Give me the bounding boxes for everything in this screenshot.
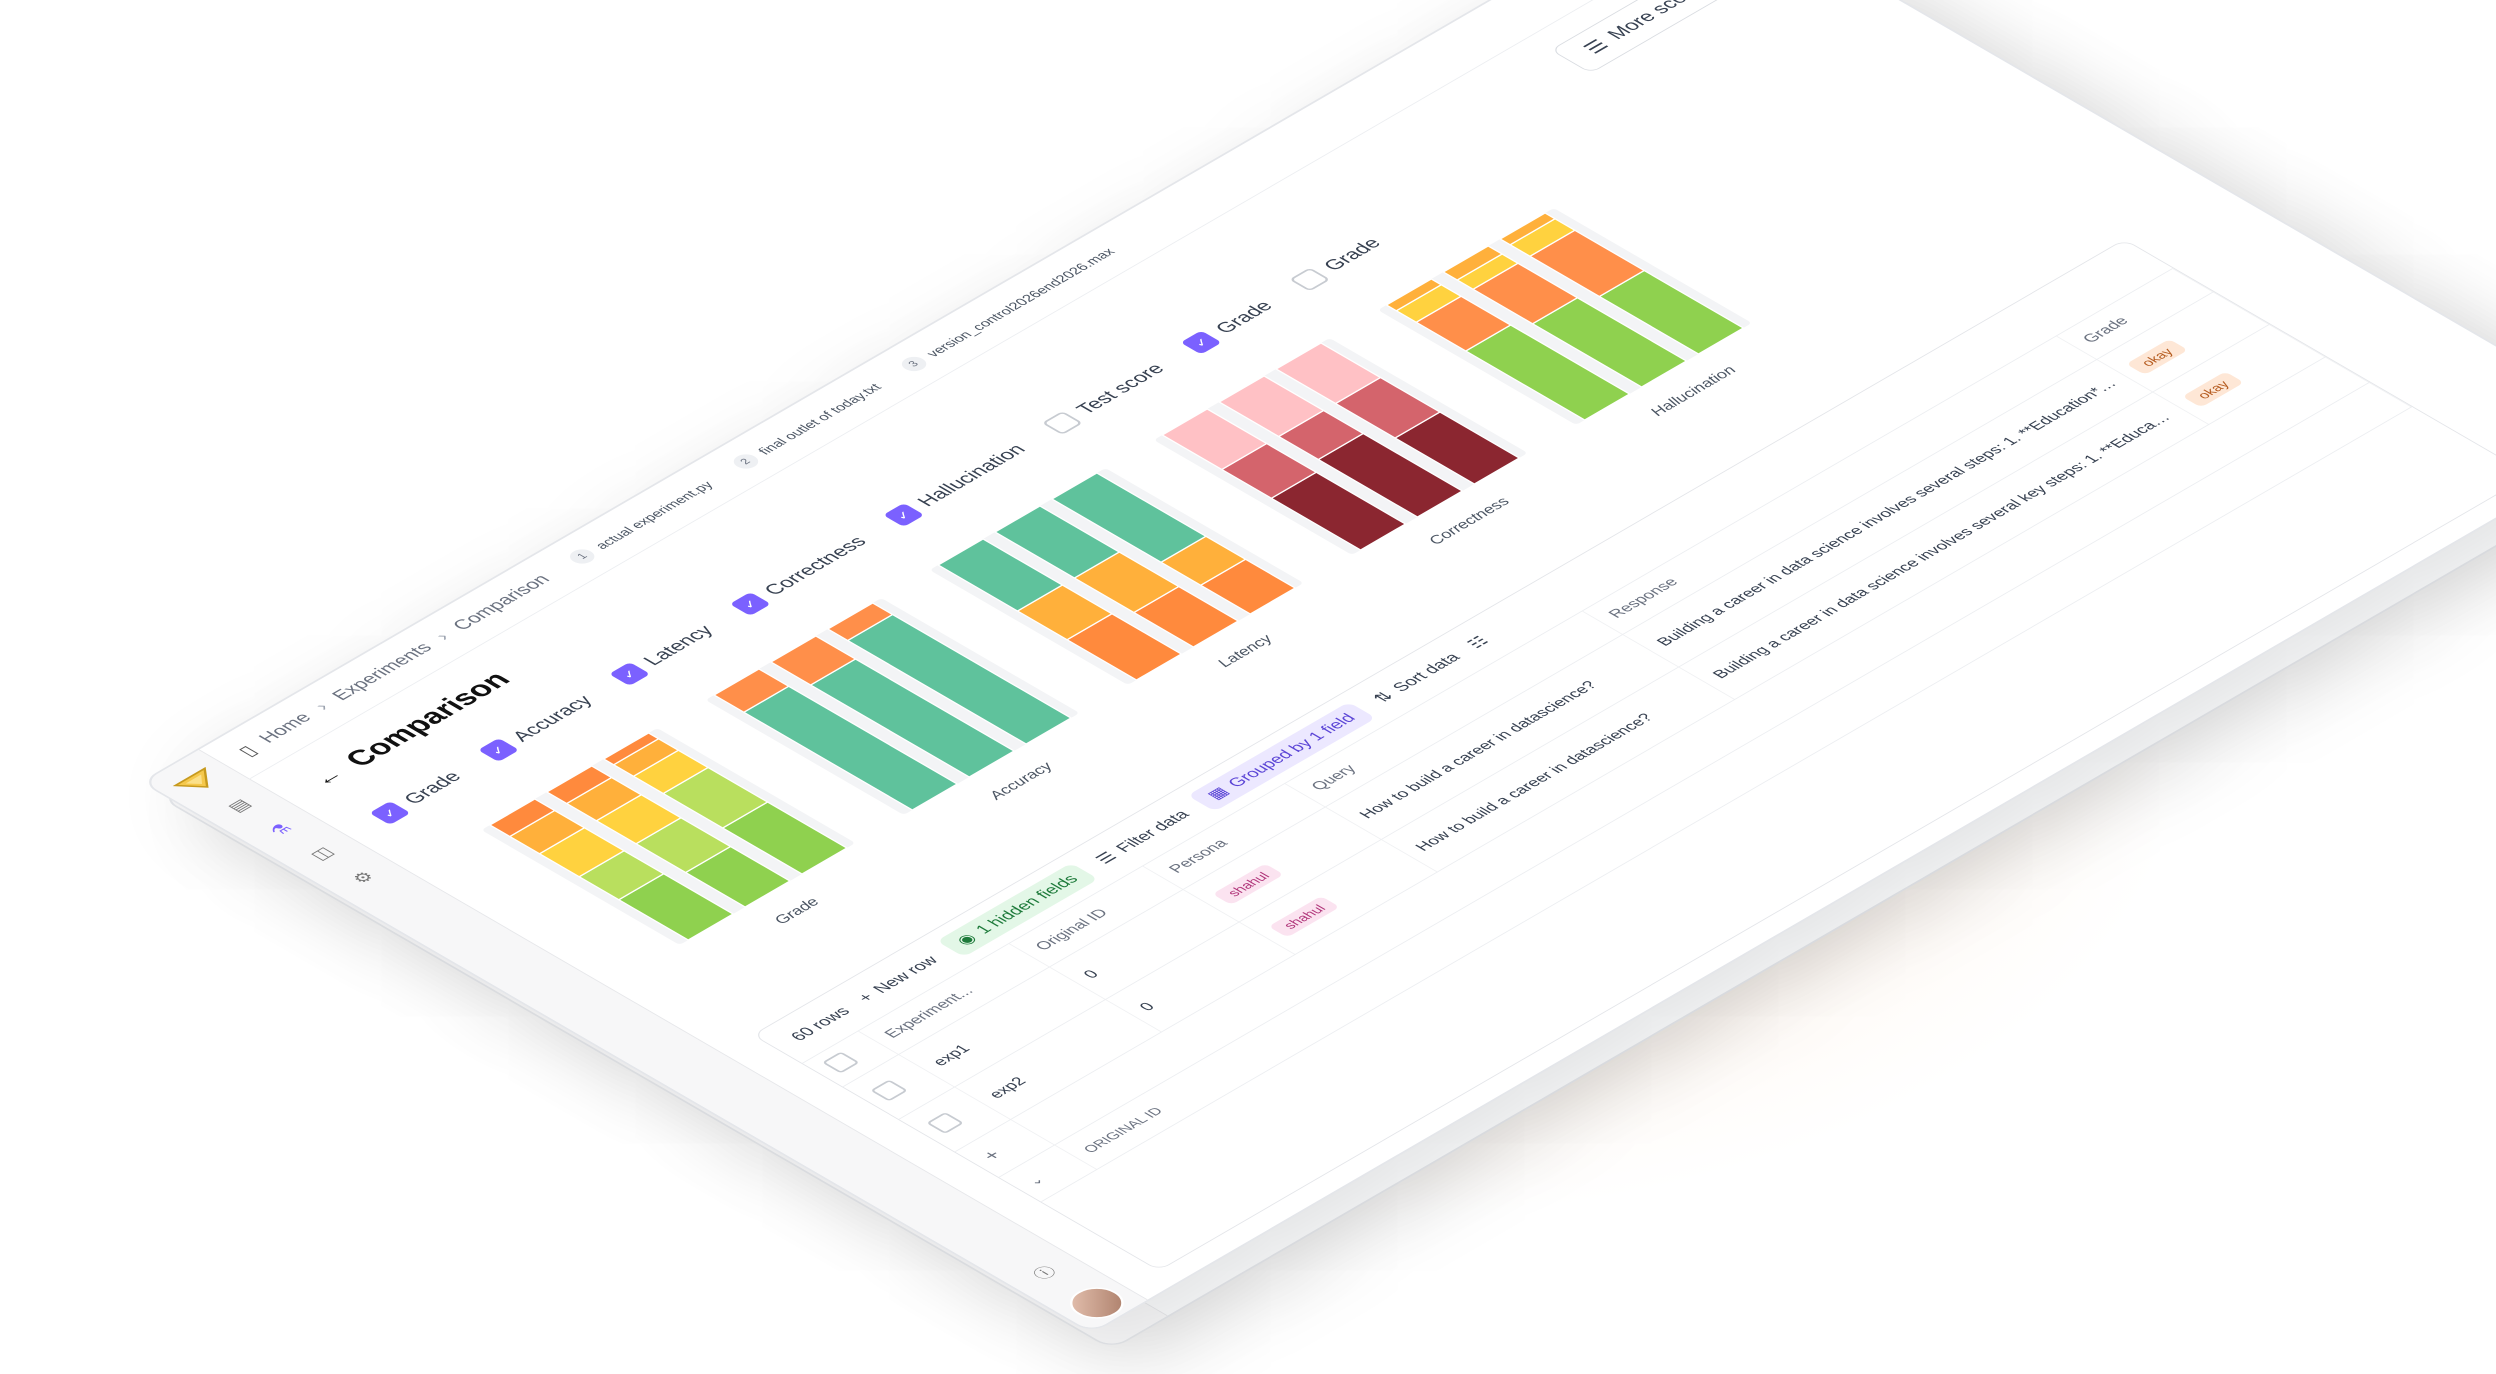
bar-segment[interactable] — [993, 505, 1121, 579]
metric-label: Latency — [638, 622, 718, 669]
main-panel: ▤ ⚗ ◫ ⚙ ⓘ ▯ Home › Experiments › Compari… — [140, 0, 2496, 1334]
sort-icon: ⇅ — [1369, 688, 1398, 706]
main-window: ▤ ⚗ ◫ ⚙ ⓘ ▯ Home › Experiments › Compari… — [140, 0, 2496, 1334]
stacked-bar-chart — [1155, 339, 1526, 554]
version-label: version_control2026end2026.max — [922, 245, 1119, 360]
checkbox-checked-icon[interactable]: ✓ — [477, 738, 519, 763]
bar-segment[interactable] — [826, 602, 894, 642]
metric-toggle[interactable]: Test score — [1041, 360, 1171, 435]
chart-accuracy: Accuracy — [692, 590, 1123, 840]
chevron-right-icon: › — [431, 630, 455, 644]
metric-label: Correctness — [759, 533, 872, 599]
checkbox-checked-icon[interactable]: ✓ — [608, 662, 651, 687]
row-height-icon[interactable]: ☷ — [1463, 633, 1493, 651]
version-item[interactable]: 1 actual experiment.py — [565, 478, 718, 567]
metric-label: Grade — [1210, 297, 1278, 337]
experiments-icon[interactable]: ⚗ — [264, 820, 296, 839]
metric-toggle[interactable]: ✓ Grade — [369, 768, 467, 825]
datasets-icon[interactable]: ◫ — [305, 844, 338, 863]
bar-segment[interactable] — [712, 668, 790, 713]
checkbox-checked-icon[interactable]: ✓ — [1180, 330, 1223, 355]
persona-tag: shahul — [1268, 895, 1341, 938]
checkbox-checked-icon[interactable]: ✓ — [369, 801, 411, 825]
chart-grade: Grade — [468, 720, 899, 970]
version-number: 1 — [565, 546, 600, 567]
metric-toggle[interactable]: ✓ Correctness — [729, 533, 873, 617]
bar-segment[interactable] — [936, 538, 1064, 612]
metric-label: Test score — [1071, 360, 1170, 418]
bar-segment[interactable] — [1385, 278, 1443, 312]
version-item[interactable]: 3 version_control2026end2026.max — [896, 245, 1120, 375]
metric-label: Hallucination — [912, 441, 1031, 510]
chart-correctness: Correctness — [1140, 330, 1571, 580]
version-number: 2 — [728, 451, 763, 472]
bar-segment[interactable] — [769, 635, 857, 686]
bar-segment[interactable] — [1274, 342, 1382, 405]
bar-segment[interactable] — [1442, 245, 1504, 281]
row-checkbox[interactable] — [869, 1079, 908, 1102]
filter-icon: ☰ — [1091, 849, 1122, 867]
metric-toggle[interactable]: Grade — [1289, 235, 1387, 292]
stacked-bar-chart — [931, 469, 1302, 684]
charts-area: Grade Accuracy Latency Correctness Hallucina… — [433, 50, 2097, 1015]
metric-label: Grade — [399, 768, 466, 808]
bar-segment[interactable] — [602, 732, 660, 766]
bar-segment[interactable] — [1498, 212, 1557, 246]
more-scores-label: More scores — [1602, 0, 1717, 43]
checkbox-checked-icon[interactable]: ✓ — [882, 503, 925, 528]
stacked-bar-chart — [483, 729, 854, 944]
documents-icon[interactable]: ▤ — [222, 796, 255, 815]
metric-toggle[interactable]: ✓ Latency — [608, 622, 719, 687]
more-scores-button[interactable]: ☰ More scores — [1550, 0, 1746, 74]
stacked-bar-chart — [707, 599, 1078, 814]
persona-tag: shahul — [1212, 863, 1285, 905]
metric-toggle[interactable]: ✓ Accuracy — [477, 692, 599, 763]
bar-segment[interactable] — [1217, 375, 1325, 438]
stacked-bar-chart — [1379, 209, 1750, 424]
breadcrumb-home[interactable]: Home — [254, 710, 317, 746]
group-icon: ▦ — [1202, 784, 1234, 803]
settings-icon[interactable]: ⚙ — [347, 868, 379, 887]
sidebar: ▤ ⚗ ◫ ⚙ ⓘ — [143, 749, 1165, 1334]
version-item[interactable]: 2 final outlet of today.txt — [728, 380, 886, 472]
version-number: 3 — [896, 354, 932, 375]
chevron-right-icon: › — [310, 699, 334, 714]
back-arrow-icon[interactable]: ← — [306, 764, 351, 791]
sidebar-toggle-icon[interactable]: ▯ — [233, 742, 262, 760]
metric-toggle[interactable]: ✓ Grade — [1180, 297, 1279, 355]
metric-label: Accuracy — [507, 692, 598, 745]
ragas-logo-icon[interactable] — [172, 766, 225, 798]
filter-lines-icon: ☰ — [1579, 37, 1614, 57]
checkbox-empty-icon[interactable] — [1041, 410, 1084, 435]
breadcrumb-comparison[interactable]: Comparison — [448, 571, 555, 634]
bar-segment[interactable] — [1050, 472, 1208, 563]
bar-segment[interactable] — [1161, 408, 1268, 471]
grade-tag: okay — [2182, 371, 2244, 408]
plus-icon: + — [853, 990, 879, 1005]
version-label: final outlet of today.txt — [754, 381, 885, 457]
checkbox-checked-icon[interactable]: ✓ — [729, 592, 771, 617]
chart-latency: Latency — [916, 460, 1347, 710]
bar-segment[interactable] — [545, 765, 613, 805]
version-label: actual experiment.py — [591, 478, 717, 552]
bar-segment[interactable] — [488, 798, 556, 838]
checkbox-empty-icon[interactable] — [1289, 267, 1331, 292]
select-all-checkbox[interactable] — [821, 1051, 860, 1074]
metric-toggle[interactable]: ✓ Hallucination — [882, 441, 1032, 528]
row-checkbox[interactable] — [925, 1111, 964, 1134]
grade-tag: okay — [2126, 339, 2188, 375]
breadcrumb-experiments[interactable]: Experiments — [327, 640, 438, 704]
help-icon[interactable]: ⓘ — [1028, 1263, 1062, 1283]
chart-hallucination: Hallucination — [1364, 200, 1795, 450]
metric-label: Grade — [1318, 234, 1386, 274]
eye-off-icon: ◉ — [951, 930, 981, 948]
